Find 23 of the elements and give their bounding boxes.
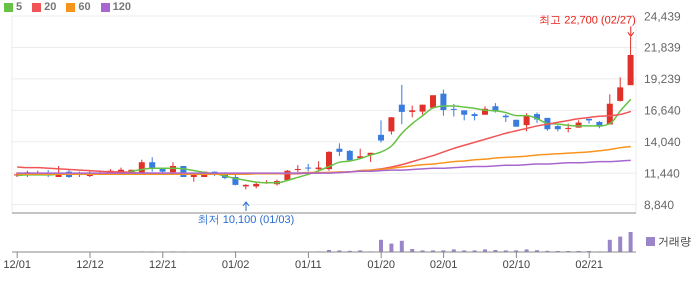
legend-label: 거래량 (658, 235, 691, 249)
x-tick-label: 01/11 (295, 258, 322, 271)
y-tick-label: 11,440 (644, 166, 680, 180)
x-tick-label: 02/21 (575, 258, 603, 271)
x-tick-label: 02/01 (430, 258, 458, 271)
legend-label: 60 (78, 1, 91, 13)
text: 최저 10,100 (01/03) (198, 214, 294, 226)
y-tick-label: 21,839 (644, 40, 682, 55)
y-tick-label: 19,239 (644, 72, 682, 86)
x-tick-label: 01/02 (222, 258, 250, 271)
y-tick-label: 24,439 (644, 9, 682, 24)
y-tick-label: 8,840 (644, 198, 674, 212)
annotation: 최고 22,700 (02/27) (539, 14, 636, 26)
legend-label: 5 (16, 1, 22, 13)
x-tick-label: 12/01 (3, 258, 31, 271)
x-tick-label: 02/10 (502, 258, 530, 271)
legend-label: 20 (44, 1, 56, 13)
y-tick-label: 16,640 (644, 104, 682, 118)
x-tick-label: 12/21 (149, 258, 177, 271)
x-tick-label: 12/12 (76, 258, 104, 271)
x-tick-label: 01/20 (367, 258, 395, 271)
legend-label: 120 (112, 1, 131, 13)
y-tick-label: 14,040 (644, 135, 682, 150)
